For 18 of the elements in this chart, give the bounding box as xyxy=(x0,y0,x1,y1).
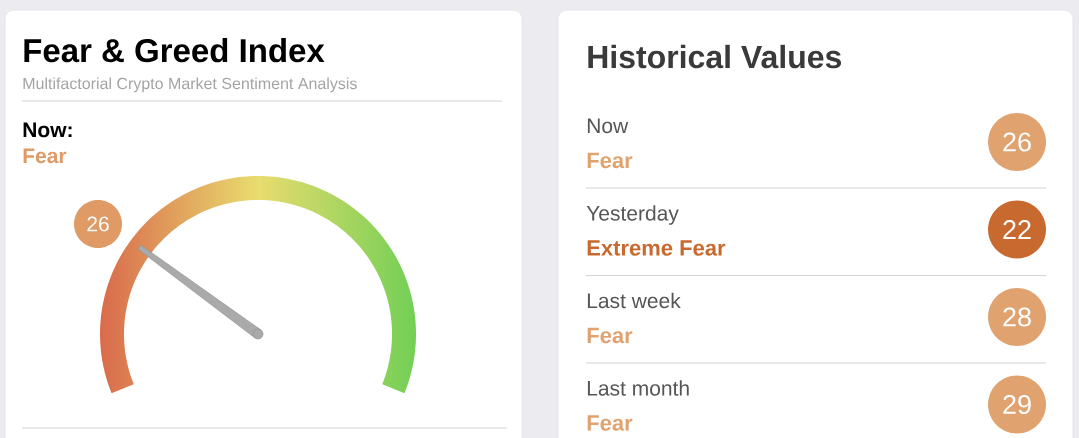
text: Fear & Greed Index xyxy=(24,38,325,63)
text: Fear xyxy=(587,415,633,431)
text: Fear xyxy=(587,152,633,169)
text: Last month xyxy=(587,380,689,396)
data-label: 28 xyxy=(1003,307,1031,327)
text: Last week xyxy=(587,292,681,309)
text: Yesterday xyxy=(586,205,679,225)
data-label: 26 xyxy=(1003,132,1031,152)
text: Now xyxy=(587,118,629,134)
data-label: 22 xyxy=(1003,220,1031,239)
text: Historical Values xyxy=(588,44,842,69)
text: Extreme Fear xyxy=(587,240,726,256)
data-label: 26 xyxy=(87,216,109,232)
text: Fear xyxy=(23,148,67,164)
text: Fear xyxy=(587,327,633,344)
text: Now: xyxy=(23,122,72,138)
text: Multifactorial Crypto Market Sentiment Analysis xyxy=(23,77,357,93)
data-label: 29 xyxy=(1003,394,1031,415)
